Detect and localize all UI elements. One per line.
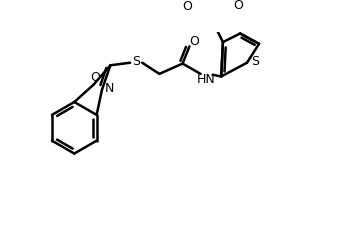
- Text: HN: HN: [197, 73, 216, 86]
- Text: S: S: [132, 55, 140, 68]
- Text: O: O: [182, 0, 192, 13]
- Text: S: S: [251, 55, 259, 68]
- Text: N: N: [105, 82, 114, 95]
- Text: O: O: [90, 71, 100, 84]
- Text: O: O: [234, 0, 243, 12]
- Text: O: O: [189, 35, 199, 48]
